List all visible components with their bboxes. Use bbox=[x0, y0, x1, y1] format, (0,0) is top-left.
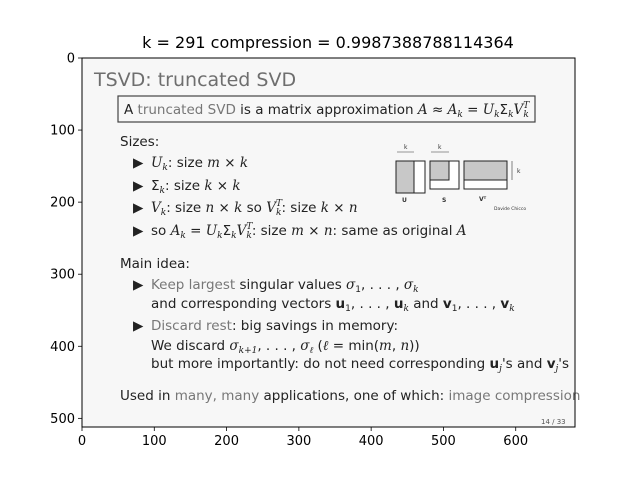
main-item2-line1: Discard rest: big savings in memory: bbox=[151, 318, 398, 334]
bullet-icon: ▶ bbox=[133, 155, 144, 171]
page-number: 14 / 33 bbox=[541, 418, 566, 426]
chart-title: k = 291 compression = 0.9987388788114364 bbox=[142, 33, 514, 52]
definition-text: A truncated SVD is a matrix approximatio… bbox=[124, 101, 530, 120]
y-tick-label: 300 bbox=[50, 268, 75, 283]
y-tick-label: 100 bbox=[50, 124, 75, 139]
image-panel: TSVD: truncated SVD A truncated SVD is a… bbox=[82, 58, 580, 427]
main-item1-line2: and corresponding vectors u1, . . . , uk… bbox=[151, 296, 515, 314]
axes-frame bbox=[81, 57, 576, 428]
y-tick-label: 400 bbox=[50, 340, 75, 355]
svd-diagram: k U k S k Vᵀ Davide Chicco bbox=[395, 144, 526, 212]
main-item1-line1: Keep largest singular values σ1, . . . ,… bbox=[151, 277, 419, 295]
bullet-icon: ▶ bbox=[133, 223, 144, 239]
x-axis: 0 100 200 300 400 500 600 bbox=[78, 427, 528, 449]
footer-text: Used in many, many applications, one of … bbox=[120, 388, 580, 404]
diagram-label-u: U bbox=[402, 197, 407, 204]
bullet-icon: ▶ bbox=[133, 277, 144, 293]
diagram-label-k3: k bbox=[517, 168, 521, 175]
x-tick-label: 500 bbox=[431, 434, 456, 449]
diagram-credit: Davide Chicco bbox=[494, 206, 526, 212]
diagram-label-k1: k bbox=[404, 144, 408, 151]
x-tick-label: 200 bbox=[214, 434, 239, 449]
sizes-item-u: Uk: size m × k bbox=[151, 155, 248, 173]
y-axis: 0 100 200 300 400 500 bbox=[50, 52, 82, 427]
main-heading: Main idea: bbox=[120, 256, 190, 272]
x-tick-label: 300 bbox=[286, 434, 311, 449]
y-tick-label: 500 bbox=[50, 412, 75, 427]
diagram-label-s: S bbox=[442, 197, 446, 204]
bullet-icon: ▶ bbox=[133, 178, 144, 194]
y-tick-label: 0 bbox=[67, 52, 75, 67]
bullet-icon: ▶ bbox=[133, 318, 144, 334]
definition-box bbox=[117, 95, 536, 123]
main-item2-line3: but more importantly: do not need corres… bbox=[151, 356, 569, 374]
diagram-label-k2: k bbox=[438, 144, 442, 151]
x-tick-label: 100 bbox=[142, 434, 167, 449]
sizes-item-sigma: Σk: size k × k bbox=[151, 178, 241, 196]
diagram-label-vt: Vᵀ bbox=[479, 196, 487, 203]
sizes-heading: Sizes: bbox=[120, 134, 159, 150]
bullet-icon: ▶ bbox=[133, 200, 144, 216]
x-tick-label: 0 bbox=[78, 434, 86, 449]
sizes-item-v: Vk: size n × k so VT k: size k × n bbox=[151, 199, 358, 218]
slide-background bbox=[82, 58, 575, 427]
y-tick-label: 200 bbox=[50, 196, 75, 211]
x-tick-label: 600 bbox=[503, 434, 528, 449]
sizes-item-a: so Ak = UkΣkVT k: size m × n: same as ori… bbox=[151, 222, 467, 241]
main-item2-line2: We discard σk+1, . . . , σℓ (ℓ = min(m, … bbox=[151, 338, 420, 356]
slide-title: TSVD: truncated SVD bbox=[93, 69, 296, 91]
x-tick-label: 400 bbox=[359, 434, 384, 449]
